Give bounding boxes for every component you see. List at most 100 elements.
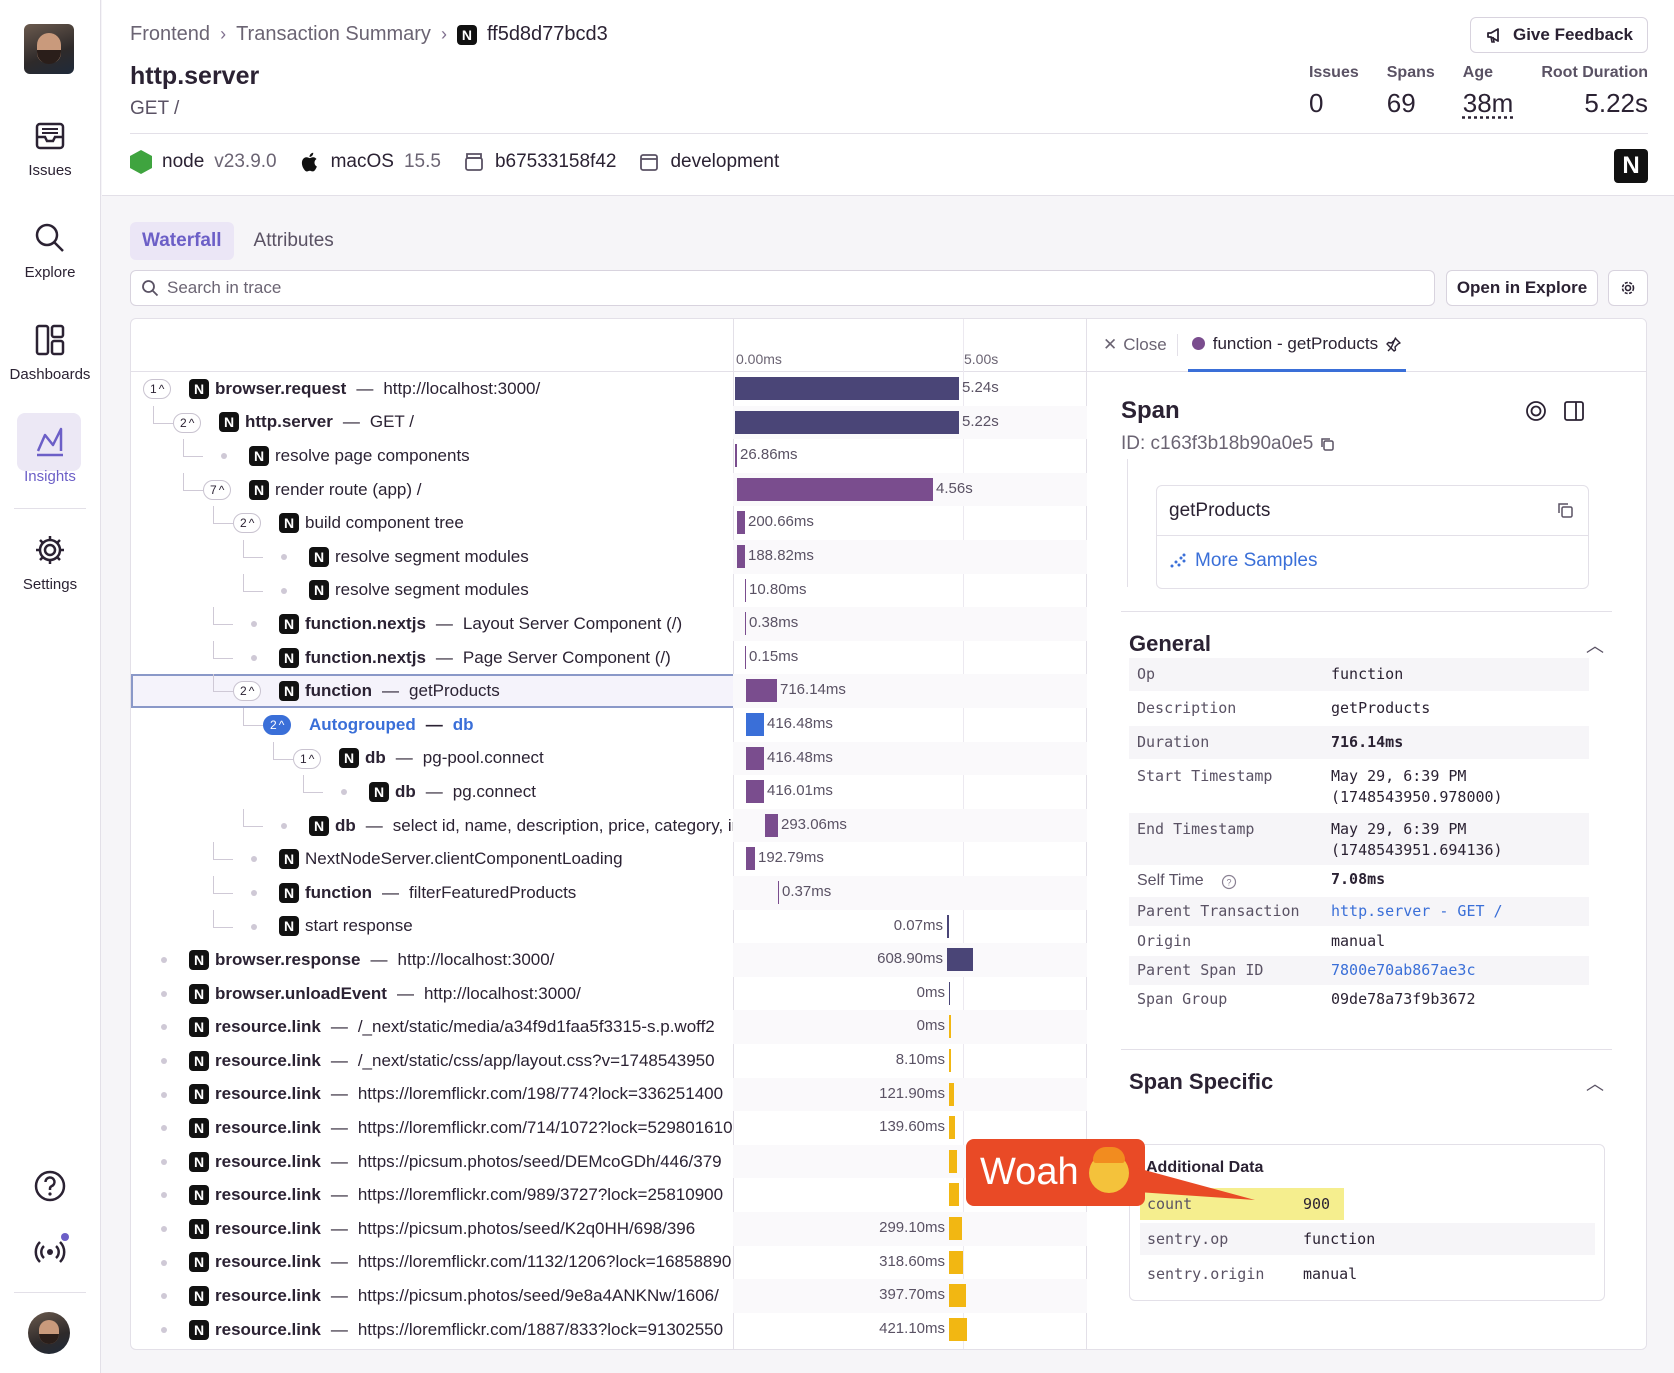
span-duration-bar[interactable] xyxy=(737,477,933,501)
chevron-up-icon[interactable]: ︿ xyxy=(1586,636,1604,656)
expand-toggle[interactable]: 1 ^ xyxy=(293,748,322,769)
span-duration-bar[interactable] xyxy=(949,981,950,1005)
parent-span-link[interactable]: 7800e70ab867ae3c xyxy=(1331,961,1476,979)
span-duration-bar[interactable] xyxy=(746,847,755,871)
expand-toggle[interactable]: 2 ^ xyxy=(263,715,292,735)
panel-layout-icon[interactable] xyxy=(1562,399,1586,423)
tag-environment[interactable]: development xyxy=(638,151,779,173)
tab-waterfall[interactable]: Waterfall xyxy=(130,222,234,260)
sidebar-item-settings[interactable]: Settings xyxy=(0,532,100,593)
span-duration-bar[interactable] xyxy=(735,410,959,434)
span-duration-bar[interactable] xyxy=(746,679,777,703)
span-duration-bar[interactable] xyxy=(949,1217,962,1240)
sidebar-item-dashboards[interactable]: Dashboards xyxy=(0,322,100,383)
tab-attributes[interactable]: Attributes xyxy=(253,230,334,251)
tab-span-detail[interactable]: function - getProducts xyxy=(1187,319,1407,372)
span-duration-bar[interactable] xyxy=(746,780,764,804)
org-avatar[interactable] xyxy=(24,24,74,74)
breadcrumb-item[interactable]: Frontend xyxy=(130,23,211,45)
span-duration-bar[interactable] xyxy=(737,545,745,568)
breadcrumb-item[interactable]: Transaction Summary xyxy=(236,23,431,45)
tag-release[interactable]: b67533158f42 xyxy=(463,151,616,173)
span-duration-bar[interactable] xyxy=(949,1082,954,1106)
span-duration-bar[interactable] xyxy=(949,1015,951,1039)
span-duration-bar[interactable] xyxy=(949,1149,957,1173)
tag-os[interactable]: macOS 15.5 xyxy=(299,150,441,174)
expand-toggle[interactable]: 2 ^ xyxy=(233,513,262,534)
broadcast-icon[interactable] xyxy=(32,1232,70,1268)
close-detail-button[interactable]: ✕ Close xyxy=(1103,335,1167,355)
sidebar-item-explore[interactable]: Explore xyxy=(0,220,100,281)
span-duration-bar[interactable] xyxy=(947,948,973,972)
user-avatar[interactable] xyxy=(28,1312,70,1354)
pin-icon[interactable] xyxy=(1386,336,1402,352)
copy-icon[interactable] xyxy=(1556,501,1574,519)
expand-toggle[interactable]: 7 ^ xyxy=(203,479,232,500)
span-duration-bar[interactable] xyxy=(765,813,778,837)
more-samples-link[interactable]: More Samples xyxy=(1169,550,1318,572)
expand-toggle[interactable]: 1 ^ xyxy=(143,379,172,399)
trace-settings-button[interactable] xyxy=(1608,270,1648,306)
search-input[interactable] xyxy=(167,278,1434,298)
sidebar-item-issues[interactable]: Issues xyxy=(0,118,100,179)
span-duration-bar[interactable] xyxy=(745,578,746,602)
span-duration-bar[interactable] xyxy=(778,881,779,904)
parent-transaction-link[interactable]: http.server - GET / xyxy=(1331,902,1503,920)
copy-icon[interactable] xyxy=(1319,436,1335,452)
span-duration-bar[interactable] xyxy=(949,1183,959,1207)
span-duration-bar[interactable] xyxy=(746,746,764,770)
sidebar-item-insights[interactable]: Insights xyxy=(0,413,100,485)
expand-toggle[interactable]: 2 ^ xyxy=(233,681,262,702)
span-duration-bar[interactable] xyxy=(745,645,746,669)
span-duration-bar[interactable] xyxy=(735,377,959,400)
span-duration-bar[interactable] xyxy=(745,612,746,636)
span-duration-bar[interactable] xyxy=(947,914,949,938)
span-duration-bar[interactable] xyxy=(949,1116,955,1140)
tag-runtime[interactable]: node v23.9.0 xyxy=(130,150,277,174)
open-in-explore-button[interactable]: Open in Explore xyxy=(1446,270,1598,306)
span-duration-bar[interactable] xyxy=(735,444,737,468)
span-duration-bar[interactable] xyxy=(949,1317,967,1341)
span-duration-bar[interactable] xyxy=(949,1284,966,1308)
focus-target-icon[interactable] xyxy=(1524,399,1548,423)
help-icon[interactable]: ? xyxy=(1221,874,1237,890)
give-feedback-button[interactable]: Give Feedback xyxy=(1469,17,1648,53)
span-duration-bar[interactable] xyxy=(746,713,764,736)
span-duration-bar[interactable] xyxy=(737,511,745,535)
span-description: build component tree xyxy=(305,513,464,533)
help-icon[interactable] xyxy=(32,1168,68,1204)
span-row[interactable]: N NextNodeServer.clientComponentLoading 19… xyxy=(131,842,1087,876)
expand-toggle[interactable]: 2 ^ xyxy=(173,412,202,433)
span-duration-bar[interactable] xyxy=(949,1250,963,1274)
span-row[interactable]: 2 ^ Autogrouped — db 416.48ms xyxy=(131,708,1087,742)
span-duration-bar[interactable] xyxy=(949,1049,951,1072)
chevron-up-icon[interactable]: ︿ xyxy=(1586,1074,1604,1094)
